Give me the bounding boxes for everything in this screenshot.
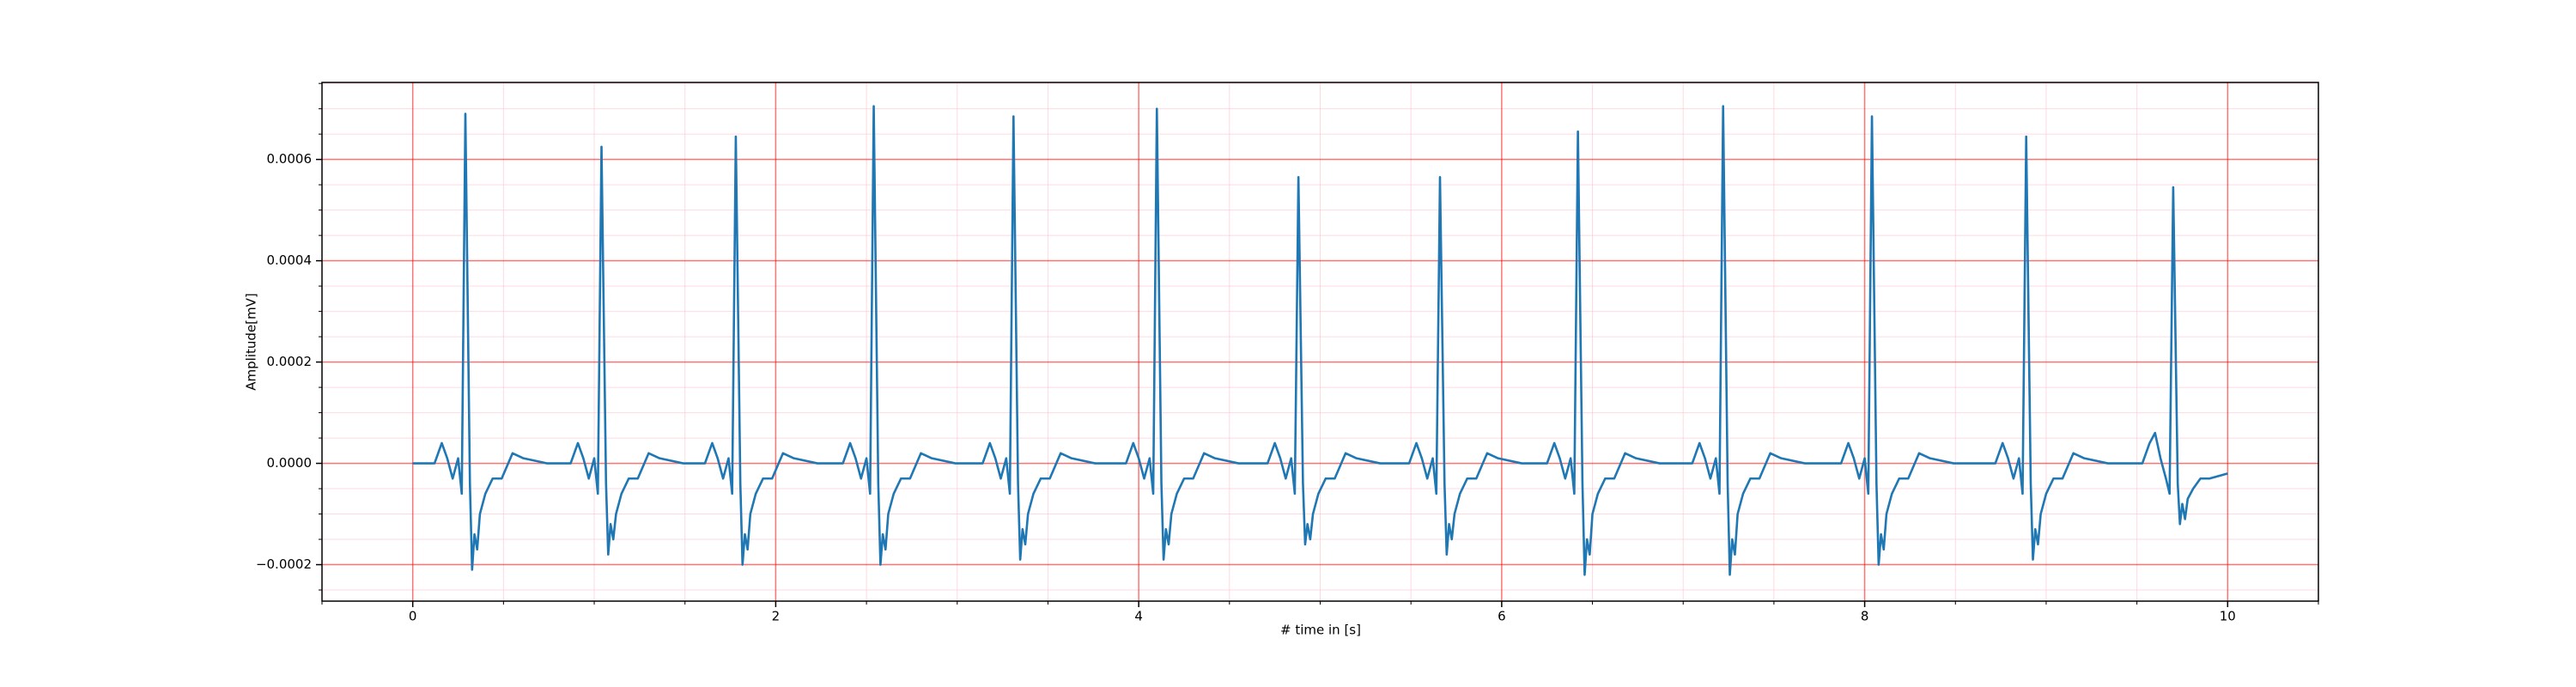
y-axis-label: Amplitude[mV] xyxy=(244,293,259,390)
signal-line xyxy=(412,105,2228,576)
x-tick-label: 2 xyxy=(772,609,781,624)
y-tick-label: 0.0004 xyxy=(267,252,313,268)
x-tick-label: 6 xyxy=(1498,609,1506,624)
x-tick-label: 4 xyxy=(1134,609,1143,624)
plot-frame xyxy=(321,82,2319,602)
x-tick-label: 10 xyxy=(2220,609,2236,624)
y-tick-label: 0.0000 xyxy=(267,455,313,471)
y-tick-label: 0.0002 xyxy=(267,354,313,369)
x-axis-label: # time in [s] xyxy=(1280,623,1361,638)
x-tick-label: 0 xyxy=(409,609,417,624)
x-tick-label: 8 xyxy=(1861,609,1869,624)
y-tick-label: −0.0002 xyxy=(256,556,312,572)
y-tick-label: 0.0006 xyxy=(267,151,313,167)
